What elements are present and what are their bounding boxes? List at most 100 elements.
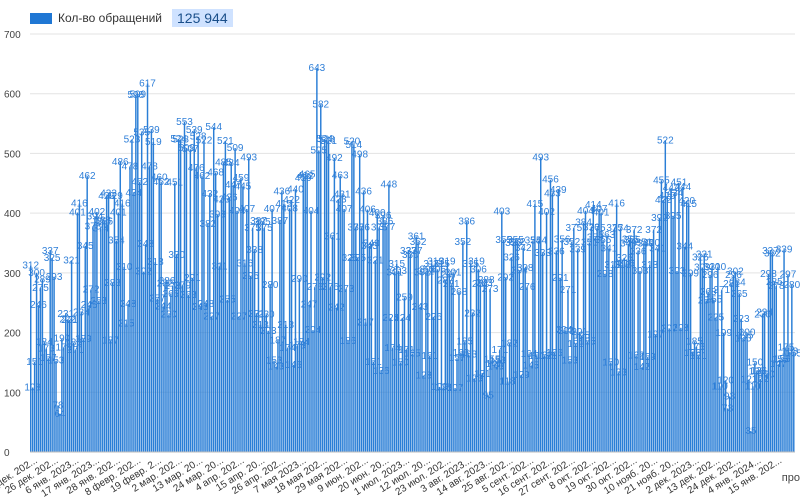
bar [160,182,162,452]
bar [189,149,192,452]
bar [413,250,415,452]
bar [631,240,633,452]
data-label: 164 [521,349,538,360]
data-label: 355 [624,235,641,246]
data-label: 349 [638,239,655,250]
data-label: 234 [756,307,773,318]
bar [598,208,600,452]
data-label: 281 [472,279,489,290]
data-label: 444 [674,182,691,193]
data-label: 306 [470,264,487,275]
data-label: 108 [435,383,452,394]
data-label: 339 [569,245,586,256]
bar [300,342,303,452]
data-label: 316 [618,258,635,269]
bar [240,177,242,452]
bar [370,243,373,452]
data-label: 309 [694,262,711,273]
data-label: 401 [593,208,610,219]
data-label: 387 [272,216,289,227]
data-label: 350 [643,238,660,249]
bar [298,278,301,452]
bar [119,161,122,452]
data-label: 204 [305,325,322,336]
bar [211,316,213,452]
data-label: 376 [353,222,370,233]
bar [596,228,598,452]
data-label: 422 [655,195,672,206]
data-label: 292 [314,273,331,284]
data-label: 440 [287,184,304,195]
bar [129,166,131,452]
data-label: 376 [371,222,388,233]
data-label: 423 [330,194,347,205]
data-label: 333 [534,248,551,259]
bar [448,274,450,452]
bar [193,130,195,452]
bar [290,200,293,452]
data-label: 311 [212,261,228,272]
bar [238,316,240,452]
data-label: 316 [237,258,254,269]
data-label: 451 [671,178,688,189]
data-label: 231 [57,309,74,320]
data-label: 183 [65,338,82,349]
bar [549,179,552,452]
bar [668,328,670,452]
data-label: 255 [219,295,236,306]
data-label: 281 [723,279,740,290]
data-label: 255 [706,295,723,306]
data-label: 341 [649,243,666,254]
bar [495,366,497,452]
data-label: 280 [783,280,800,291]
data-label: 78 [52,400,64,411]
data-label: 276 [307,282,324,293]
bar [555,251,558,452]
data-label: 387 [250,216,267,227]
bar [96,211,98,452]
bar [216,214,219,452]
data-label: 407 [336,204,353,215]
data-label: 355 [595,235,612,246]
data-label: 386 [96,217,113,228]
bar [316,68,318,452]
data-label: 539 [143,125,160,136]
bar [429,355,431,452]
data-label: 268 [700,287,717,298]
bar [578,331,581,452]
bar [205,303,207,452]
bar [43,342,46,452]
bar [349,257,351,452]
data-label: 351 [636,237,653,248]
data-label: 302 [135,267,152,278]
data-label: 163 [460,350,477,361]
data-label: 278 [164,281,181,292]
bar [672,216,674,452]
data-label: 498 [351,150,368,161]
bar [660,180,663,453]
data-label: 341 [601,243,618,254]
data-label: 345 [77,241,94,252]
data-label: 401 [69,208,86,219]
bar [518,270,521,452]
y-tick-label: 500 [4,149,21,160]
data-label: 282 [157,279,174,290]
bar [442,387,445,452]
data-label: 376 [347,222,364,233]
bar [785,347,787,452]
data-label: 201 [571,327,588,338]
bar [150,130,153,452]
data-label: 372 [645,225,662,236]
data-label: 313 [614,260,631,271]
data-label: 337 [42,246,59,257]
data-label: 35 [745,426,757,437]
bar [140,132,143,452]
data-label: 95 [483,390,495,401]
data-label: 445 [235,181,252,192]
bar [656,248,659,452]
bar [80,312,83,452]
data-label: 155 [484,354,501,365]
bar [137,94,139,452]
bar [608,248,610,452]
data-label: 493 [532,153,549,164]
